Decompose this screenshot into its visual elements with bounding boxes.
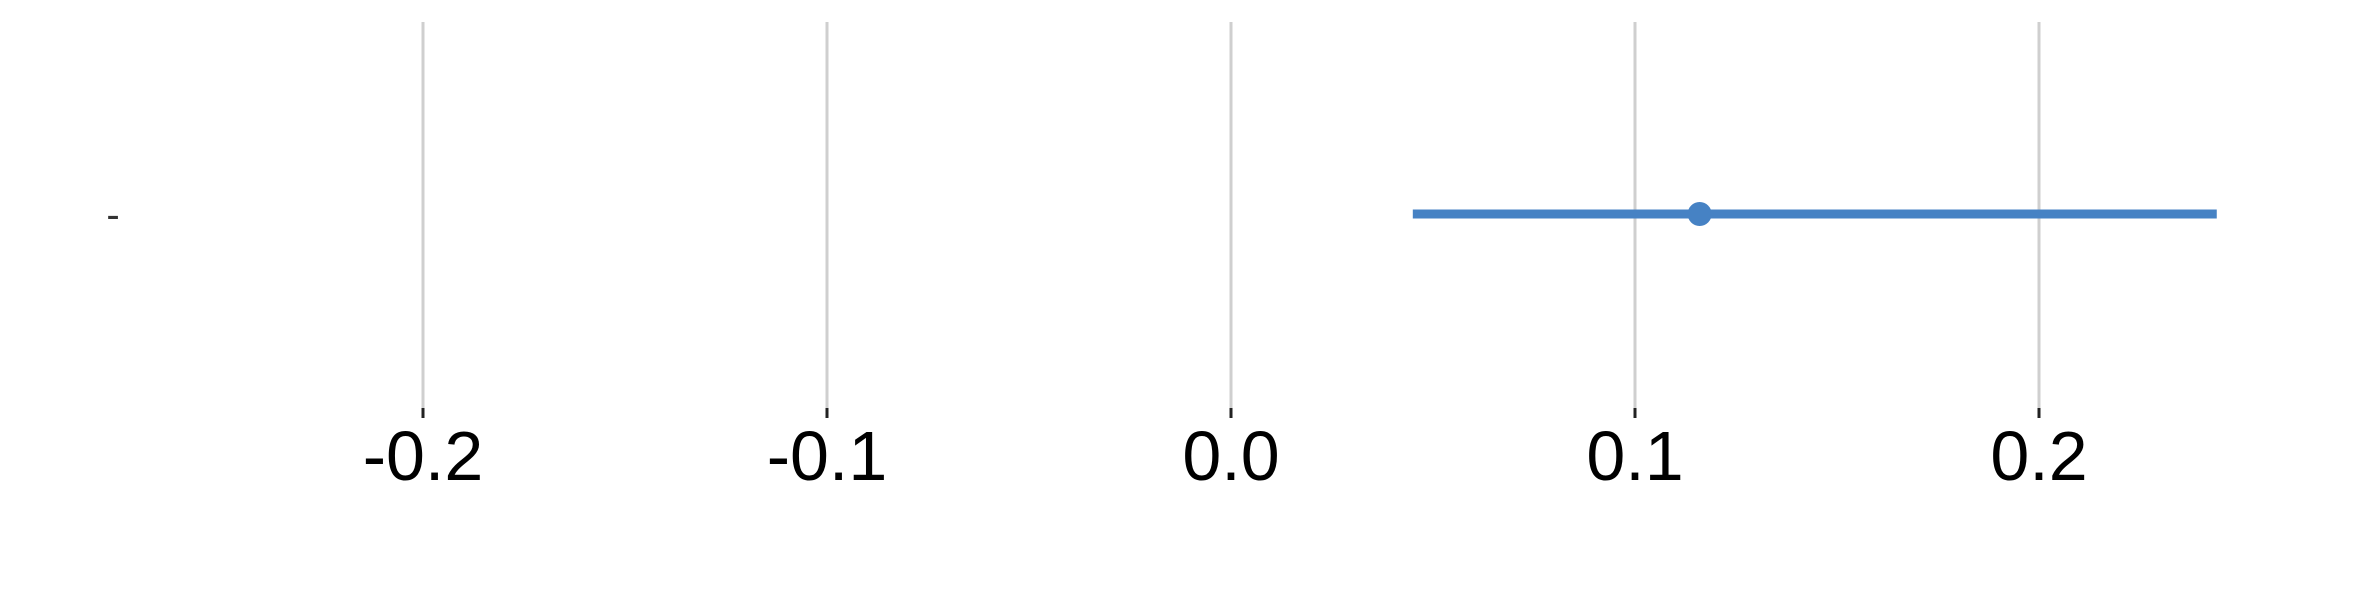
row-label: - <box>106 193 119 237</box>
x-tick-label: 0.0 <box>1182 417 1279 495</box>
x-axis-ticks <box>421 408 2041 418</box>
x-tick-label: 0.2 <box>1990 417 2087 495</box>
x-tick-label: 0.1 <box>1586 417 1683 495</box>
point-estimate <box>1687 202 1712 226</box>
row-labels: - <box>106 193 119 237</box>
x-tick-label: -0.1 <box>767 417 888 495</box>
x-tick-label: -0.2 <box>363 417 484 495</box>
x-axis-tick-labels: -0.2 -0.1 0.0 0.1 0.2 <box>363 417 2088 495</box>
estimate-series <box>1412 202 2217 226</box>
